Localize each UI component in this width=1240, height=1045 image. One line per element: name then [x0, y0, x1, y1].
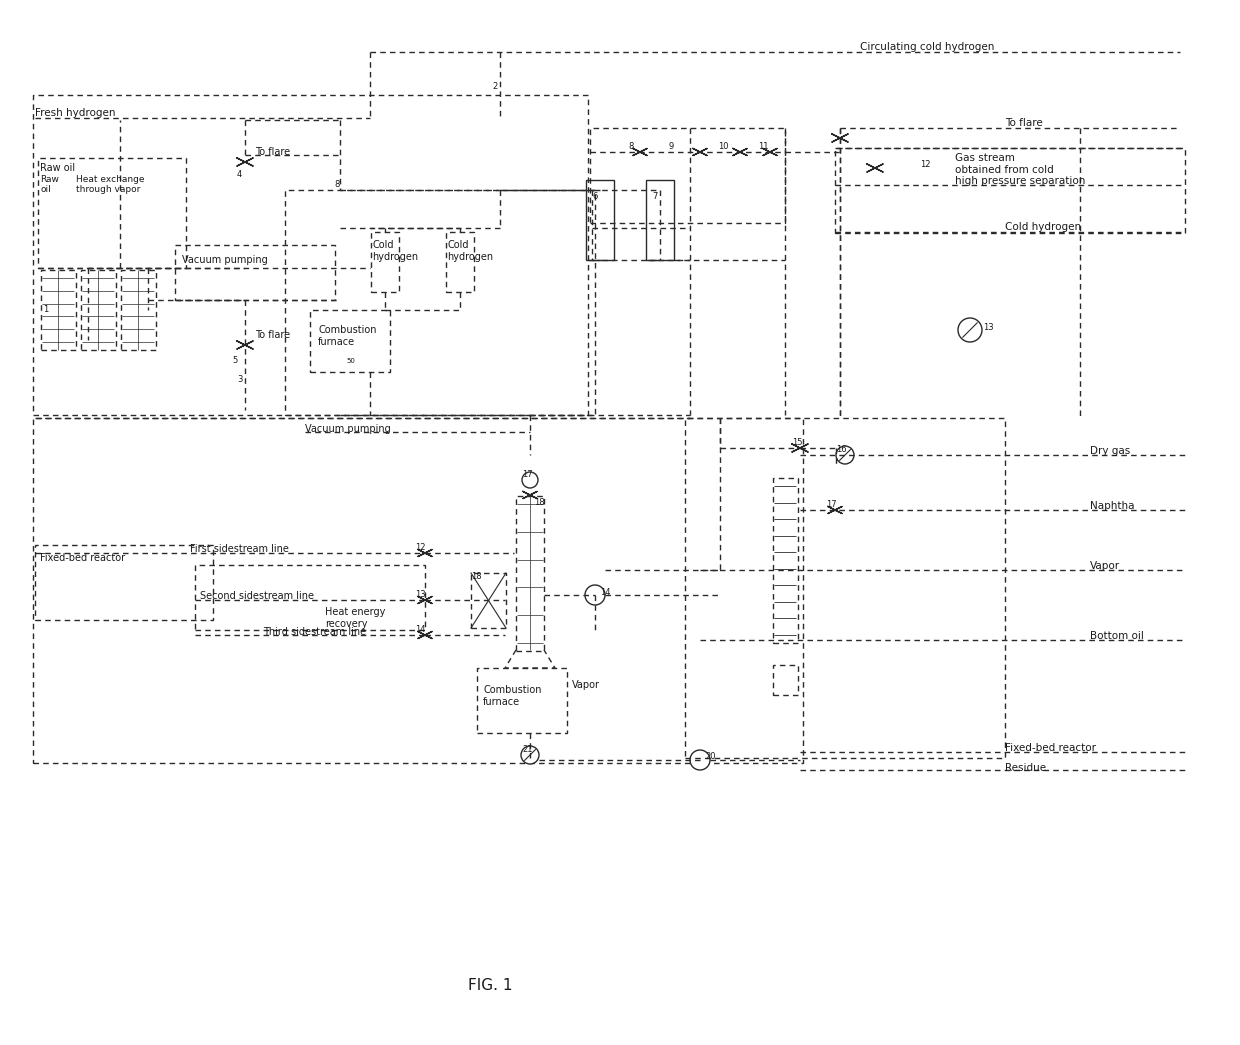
- Circle shape: [689, 750, 711, 770]
- Circle shape: [836, 446, 854, 464]
- Text: 14: 14: [415, 625, 425, 634]
- Text: Vacuum pumping: Vacuum pumping: [305, 424, 391, 434]
- Text: 2: 2: [492, 82, 497, 91]
- Bar: [684, 418, 1004, 758]
- Text: Fresh hydrogen: Fresh hydrogen: [35, 108, 115, 118]
- Bar: [35, 545, 213, 620]
- Text: First sidestream line: First sidestream line: [190, 544, 289, 554]
- Bar: [38, 158, 186, 268]
- Text: Heat exchange
through vapor: Heat exchange through vapor: [76, 175, 145, 194]
- Text: Cold hydrogen: Cold hydrogen: [1004, 222, 1081, 232]
- Text: Fixed-bed reactor: Fixed-bed reactor: [40, 553, 125, 563]
- Text: Dry gas: Dry gas: [1090, 446, 1130, 456]
- Bar: [587, 180, 614, 260]
- Bar: [646, 180, 675, 260]
- Text: 5: 5: [232, 356, 237, 365]
- Bar: [773, 665, 799, 695]
- Text: 12: 12: [415, 543, 425, 552]
- Bar: [446, 232, 474, 292]
- Text: 18: 18: [471, 572, 481, 581]
- Text: Cold
hydrogen: Cold hydrogen: [446, 240, 494, 261]
- Text: Combustion
furnace: Combustion furnace: [484, 686, 542, 706]
- Text: 20: 20: [706, 752, 715, 761]
- Text: 8: 8: [627, 142, 634, 150]
- Text: Third sidestream line: Third sidestream line: [263, 627, 366, 637]
- Text: Vapor: Vapor: [1090, 561, 1120, 571]
- Bar: [835, 148, 1185, 233]
- Bar: [41, 270, 76, 350]
- Text: Raw
oil: Raw oil: [40, 175, 58, 194]
- Bar: [285, 190, 595, 415]
- Text: 4: 4: [237, 170, 242, 179]
- Bar: [590, 127, 785, 223]
- Text: 21: 21: [522, 745, 532, 754]
- Bar: [773, 478, 799, 643]
- Bar: [471, 573, 506, 628]
- Text: FIG. 1: FIG. 1: [467, 978, 512, 993]
- Bar: [81, 270, 117, 350]
- Bar: [516, 496, 544, 651]
- Text: 11: 11: [758, 142, 769, 150]
- Text: Circulating cold hydrogen: Circulating cold hydrogen: [861, 42, 994, 52]
- Text: Fixed-bed reactor: Fixed-bed reactor: [1004, 743, 1096, 753]
- Text: Cold
hydrogen: Cold hydrogen: [372, 240, 418, 261]
- Text: Heat energy
recovery: Heat energy recovery: [325, 607, 386, 629]
- Text: 17: 17: [826, 500, 837, 509]
- Text: 17: 17: [522, 470, 533, 479]
- Text: 14: 14: [600, 588, 610, 597]
- Text: To flare: To flare: [255, 147, 290, 157]
- Text: 1: 1: [43, 305, 48, 314]
- Text: Naphtha: Naphtha: [1090, 501, 1135, 511]
- Circle shape: [585, 585, 605, 605]
- Bar: [371, 232, 399, 292]
- Circle shape: [959, 318, 982, 342]
- Text: 50: 50: [346, 358, 355, 364]
- Text: 12: 12: [920, 160, 930, 169]
- Text: 8: 8: [334, 180, 340, 189]
- Text: 13: 13: [983, 323, 993, 332]
- Text: Second sidestream line: Second sidestream line: [200, 591, 314, 601]
- Bar: [33, 95, 588, 415]
- Text: 9: 9: [668, 142, 673, 150]
- Bar: [310, 310, 391, 372]
- Text: 15: 15: [792, 438, 802, 447]
- Text: 10: 10: [718, 142, 729, 150]
- Text: 3: 3: [237, 375, 242, 384]
- Text: 13: 13: [415, 590, 425, 599]
- Text: Vapor: Vapor: [572, 680, 600, 690]
- Bar: [477, 668, 567, 733]
- Text: 16: 16: [836, 445, 847, 454]
- Text: 6: 6: [591, 192, 598, 201]
- Bar: [33, 418, 804, 763]
- Text: Raw oil: Raw oil: [40, 163, 76, 173]
- Text: Vacuum pumping: Vacuum pumping: [182, 255, 268, 265]
- Text: To flare: To flare: [255, 330, 290, 340]
- Bar: [122, 270, 156, 350]
- Text: Bottom oil: Bottom oil: [1090, 631, 1143, 641]
- Bar: [175, 245, 335, 300]
- Text: 7: 7: [652, 192, 657, 201]
- Text: Residue: Residue: [1004, 763, 1047, 773]
- Text: 18: 18: [534, 498, 544, 507]
- Circle shape: [522, 472, 538, 488]
- Circle shape: [521, 746, 539, 764]
- Text: Gas stream
obtained from cold
high pressure separation: Gas stream obtained from cold high press…: [955, 153, 1085, 186]
- Text: Combustion
furnace: Combustion furnace: [317, 325, 377, 347]
- Bar: [195, 565, 425, 630]
- Text: To flare: To flare: [1004, 118, 1043, 127]
